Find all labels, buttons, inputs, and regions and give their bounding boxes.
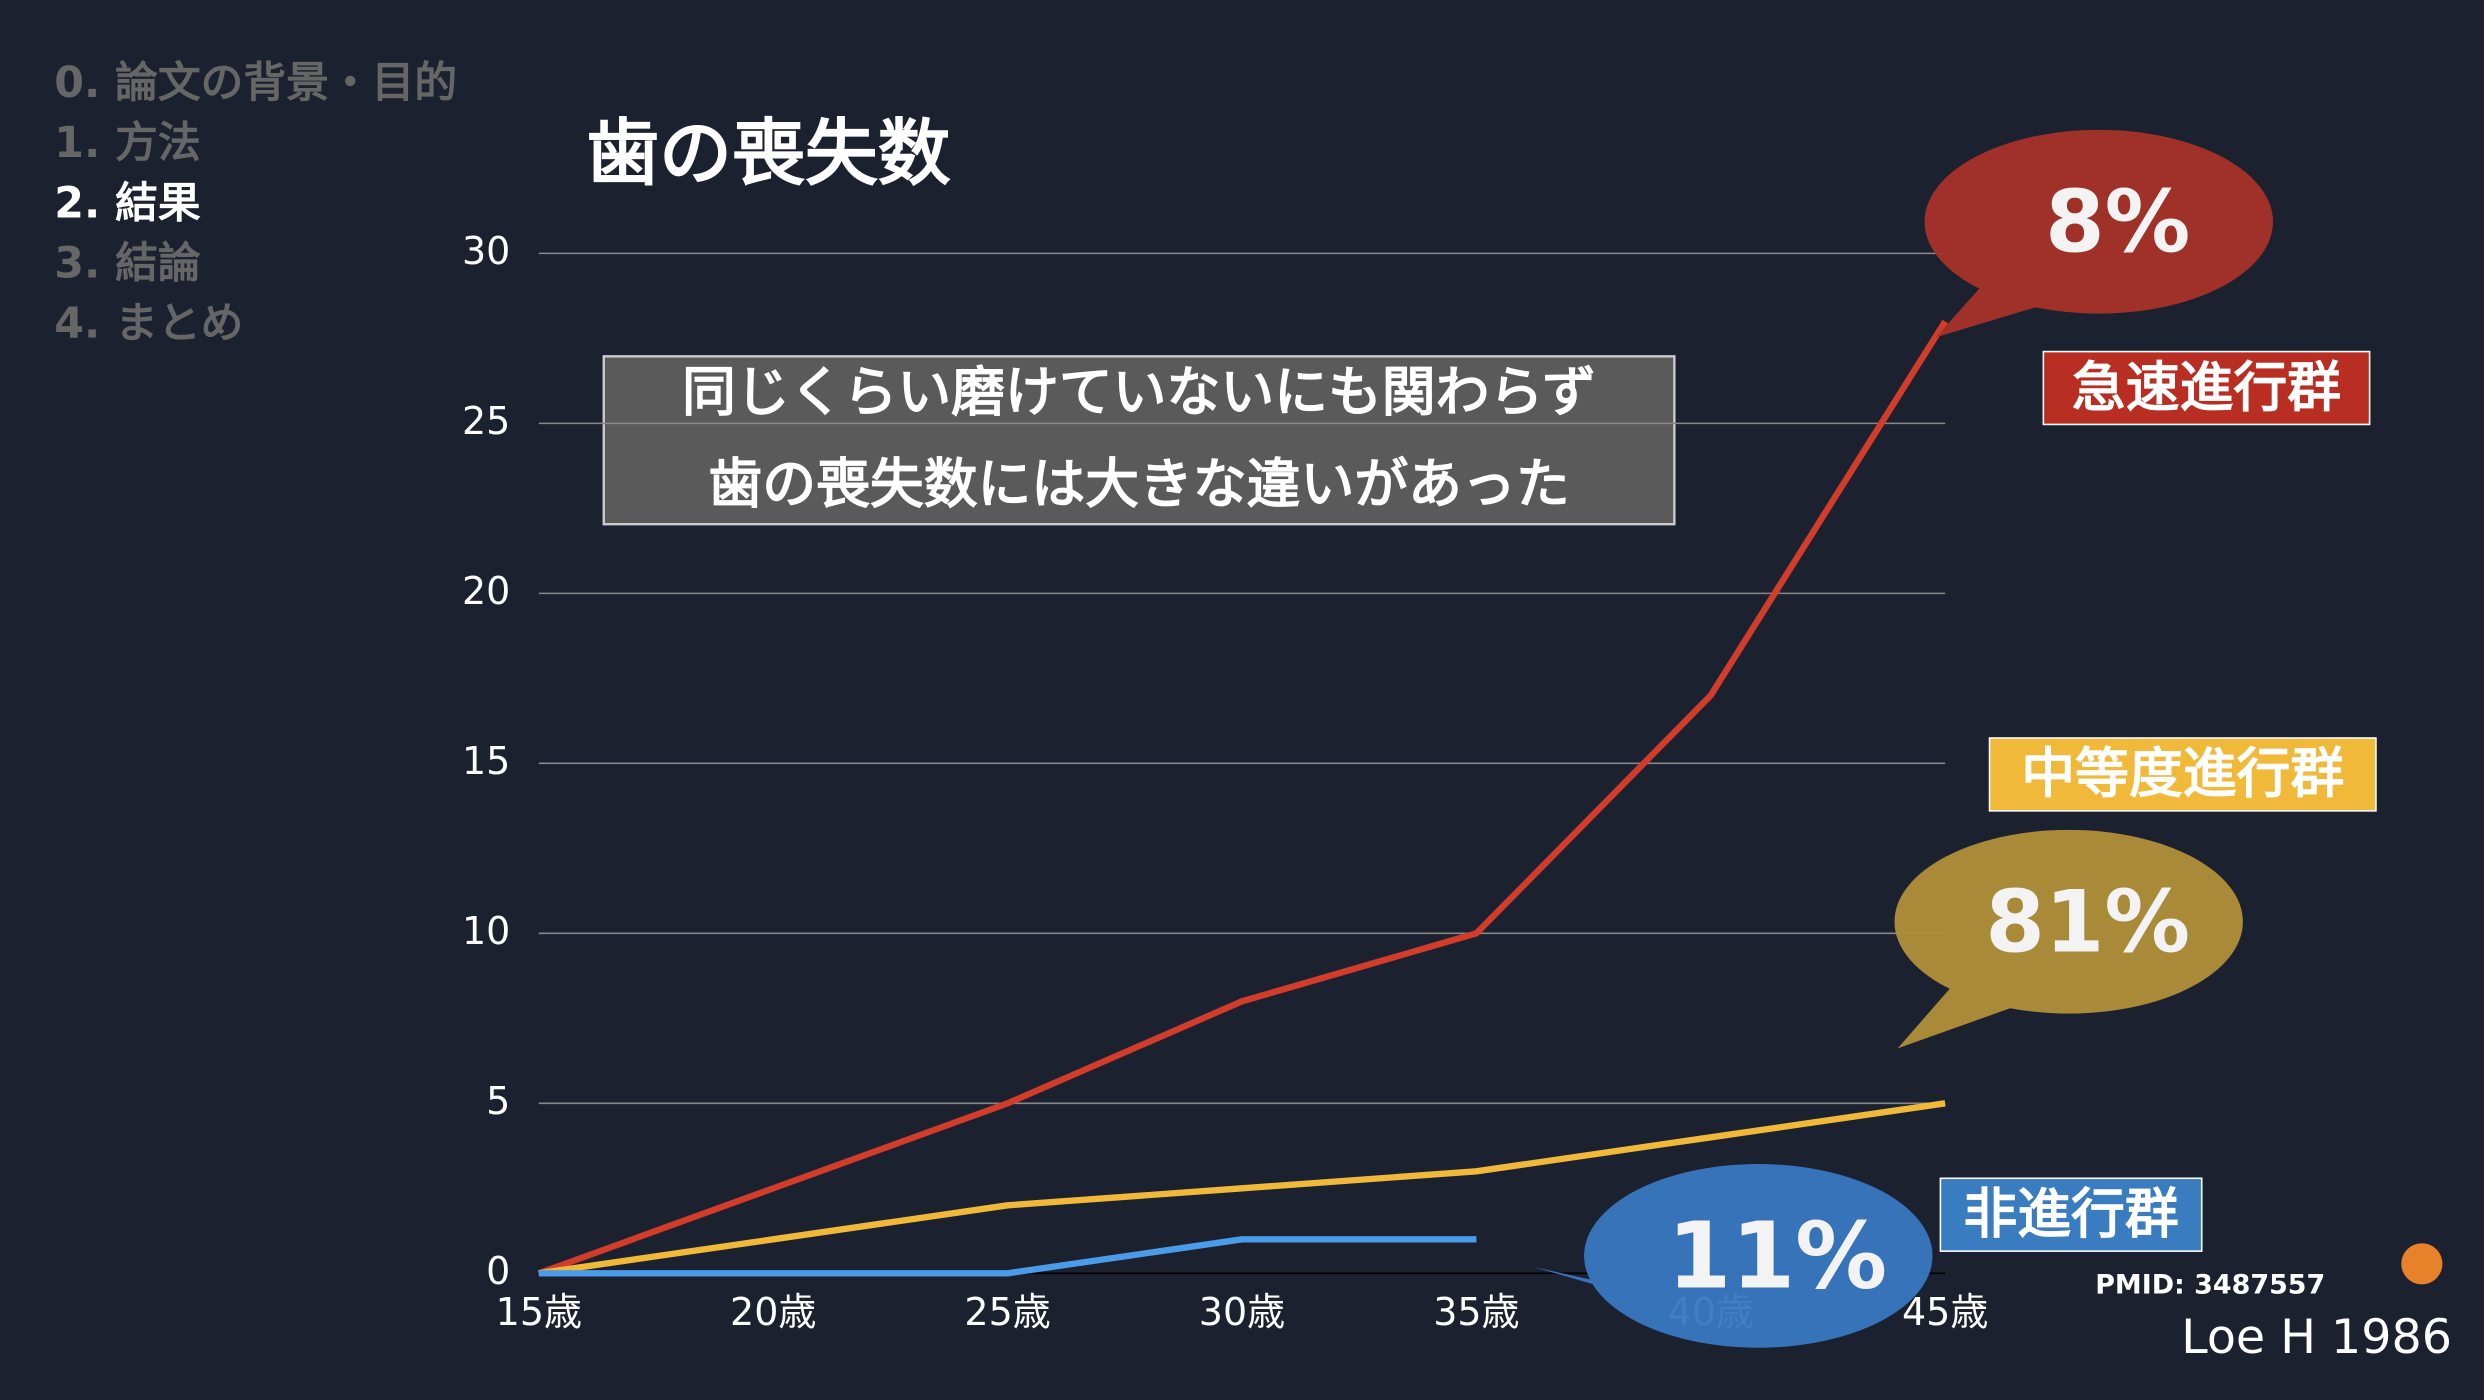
menu-item: 0. 論文の背景・目的: [54, 58, 457, 108]
line-series: [537, 319, 1948, 1277]
legend-label: 中等度進行群: [2021, 742, 2344, 805]
menu-item: 3. 結論: [54, 239, 201, 289]
callout-bubble: [1894, 829, 2243, 1014]
annotation-box: [602, 355, 1676, 526]
legend-label: 急速進行群: [2072, 356, 2341, 419]
legend-box: [1988, 737, 2377, 812]
callout: 81%: [1894, 829, 2243, 1049]
annotation-text: 歯の喪失数には大きな違いがあった: [708, 452, 1569, 515]
citation: Loe H 1986: [2181, 1310, 2452, 1365]
share-icon[interactable]: [2401, 1243, 2443, 1285]
menu-item: 2. 結果: [54, 178, 201, 228]
x-tick-label: 30歳: [1199, 1290, 1285, 1334]
chart-title: 歯の喪失数: [586, 111, 950, 196]
x-tick-label: 15歳: [496, 1290, 582, 1334]
callout-label: 8%: [2045, 173, 2190, 272]
legend-box: [1939, 1177, 2203, 1252]
y-tick-label: 0: [486, 1249, 510, 1293]
y-tick-label: 20: [462, 569, 510, 613]
x-tick-label: 25歳: [964, 1290, 1050, 1334]
callout-bubble: [1924, 129, 2273, 314]
menu-item: 4. まとめ: [54, 299, 243, 349]
line-series: [538, 1100, 1946, 1277]
line-series: [538, 1236, 1477, 1277]
y-tick-label: 5: [486, 1079, 510, 1123]
x-tick-label: 35歳: [1433, 1290, 1519, 1334]
callout: 8%: [1924, 129, 2273, 338]
y-tick-label: 30: [462, 229, 510, 273]
callout-label: 81%: [1985, 873, 2190, 972]
y-tick-label: 25: [462, 399, 510, 443]
legend-box: [2042, 350, 2371, 426]
callout-bubble: [1584, 1164, 1933, 1348]
x-tick-label: 20歳: [730, 1290, 816, 1334]
y-tick-label: 15: [462, 739, 510, 783]
y-tick-label: 10: [462, 909, 510, 953]
x-tick-label: 45歳: [1902, 1290, 1988, 1334]
menu-item: 1. 方法: [54, 118, 200, 168]
pmid: PMID: 3487557: [2095, 1269, 2325, 1300]
legend-label: 非進行群: [1963, 1183, 2178, 1246]
annotation-text: 同じくらい磨けていないにも関わらず: [682, 361, 1596, 424]
callout-label: 11%: [1667, 1203, 1887, 1310]
